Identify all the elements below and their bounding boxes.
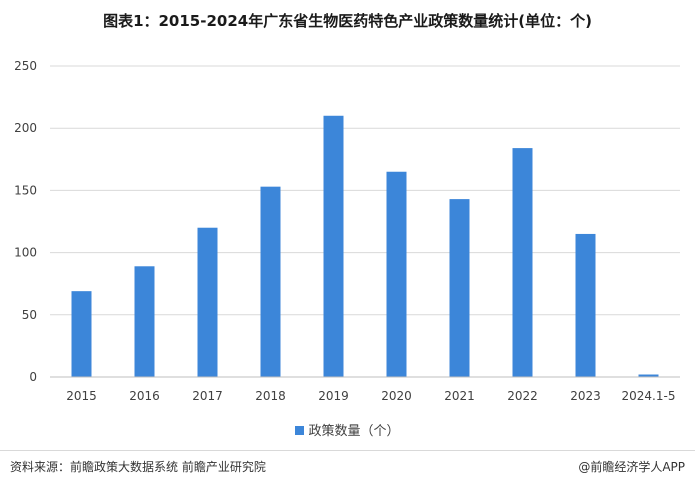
bar-2017 <box>197 227 218 377</box>
y-tick-label: 100 <box>14 246 37 260</box>
x-tick-label: 2015 <box>66 389 97 403</box>
footer-divider <box>0 450 695 451</box>
x-tick-label: 2020 <box>381 389 412 403</box>
x-tick-label: 2019 <box>318 389 349 403</box>
y-tick-label: 150 <box>14 183 37 197</box>
y-tick-label: 0 <box>29 370 37 384</box>
bar-2022 <box>512 148 533 377</box>
brand-credit: @前瞻经济学人APP <box>578 460 685 474</box>
y-axis-ticks: 0 50 100 150 200 250 <box>14 59 37 384</box>
footer: 资料来源：前瞻政策大数据系统 前瞻产业研究院 @前瞻经济学人APP <box>10 458 685 475</box>
bar-2015 <box>71 291 92 377</box>
x-tick-label: 2024.1-5 <box>622 389 676 403</box>
x-axis-ticks: 2015 2016 2017 2018 2019 2020 2021 2022 2023 2024… <box>66 389 675 403</box>
legend-swatch <box>295 426 305 435</box>
bar-2023 <box>575 233 596 377</box>
y-tick-label: 250 <box>14 59 37 73</box>
bar-2016 <box>134 266 155 377</box>
legend: 政策数量（个） <box>0 420 695 439</box>
bars <box>71 115 659 377</box>
bar-2020 <box>386 171 407 377</box>
x-tick-label: 2023 <box>570 389 601 403</box>
x-tick-label: 2022 <box>507 389 538 403</box>
chart-title: 图表1：2015-2024年广东省生物医药特色产业政策数量统计(单位：个) <box>103 12 592 30</box>
bar-2024.1-5 <box>638 374 659 377</box>
y-tick-label: 50 <box>22 308 37 322</box>
legend-label: 政策数量（个） <box>308 424 400 439</box>
bar-2019 <box>323 115 344 377</box>
bar-2021 <box>449 199 470 377</box>
gridlines <box>50 65 680 316</box>
x-tick-label: 2016 <box>129 389 160 403</box>
x-tick-label: 2017 <box>192 389 223 403</box>
x-tick-label: 2021 <box>444 389 475 403</box>
source-note: 资料来源：前瞻政策大数据系统 前瞻产业研究院 <box>10 460 266 474</box>
x-tick-label: 2018 <box>255 389 286 403</box>
bar-2018 <box>260 186 281 377</box>
y-tick-label: 200 <box>14 121 37 135</box>
